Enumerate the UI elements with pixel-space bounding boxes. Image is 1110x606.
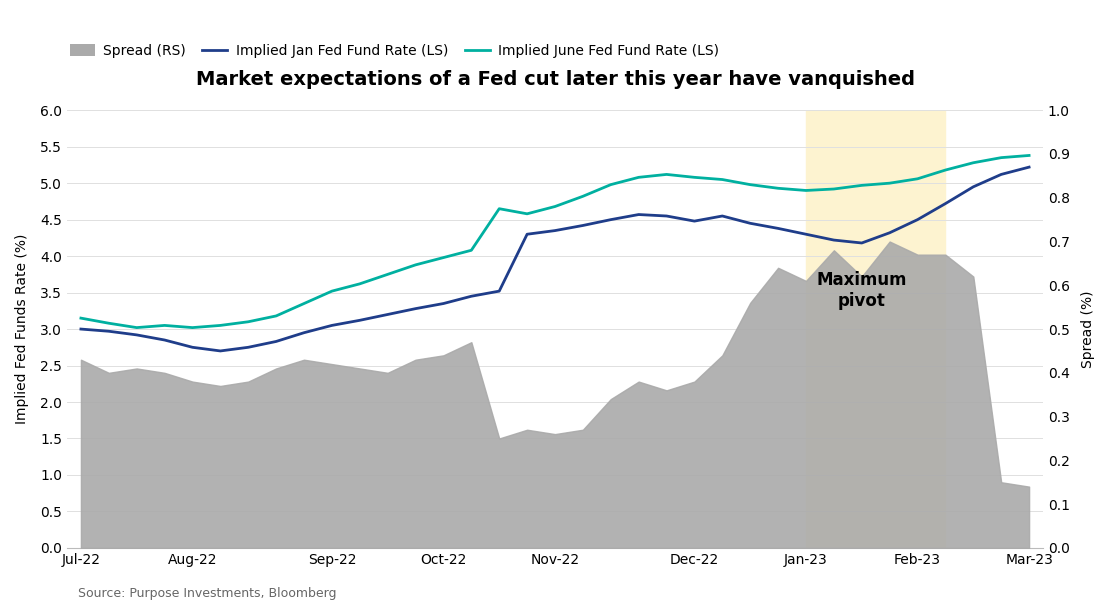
Y-axis label: Implied Fed Funds Rate (%): Implied Fed Funds Rate (%) <box>16 234 29 424</box>
Text: Maximum
pivot: Maximum pivot <box>817 271 907 310</box>
Title: Market expectations of a Fed cut later this year have vanquished: Market expectations of a Fed cut later t… <box>195 70 915 89</box>
Legend: Spread (RS), Implied Jan Fed Fund Rate (LS), Implied June Fed Fund Rate (LS): Spread (RS), Implied Jan Fed Fund Rate (… <box>64 38 725 64</box>
Bar <box>806 110 946 548</box>
Y-axis label: Spread (%): Spread (%) <box>1081 290 1094 368</box>
Text: Source: Purpose Investments, Bloomberg: Source: Purpose Investments, Bloomberg <box>78 587 336 600</box>
